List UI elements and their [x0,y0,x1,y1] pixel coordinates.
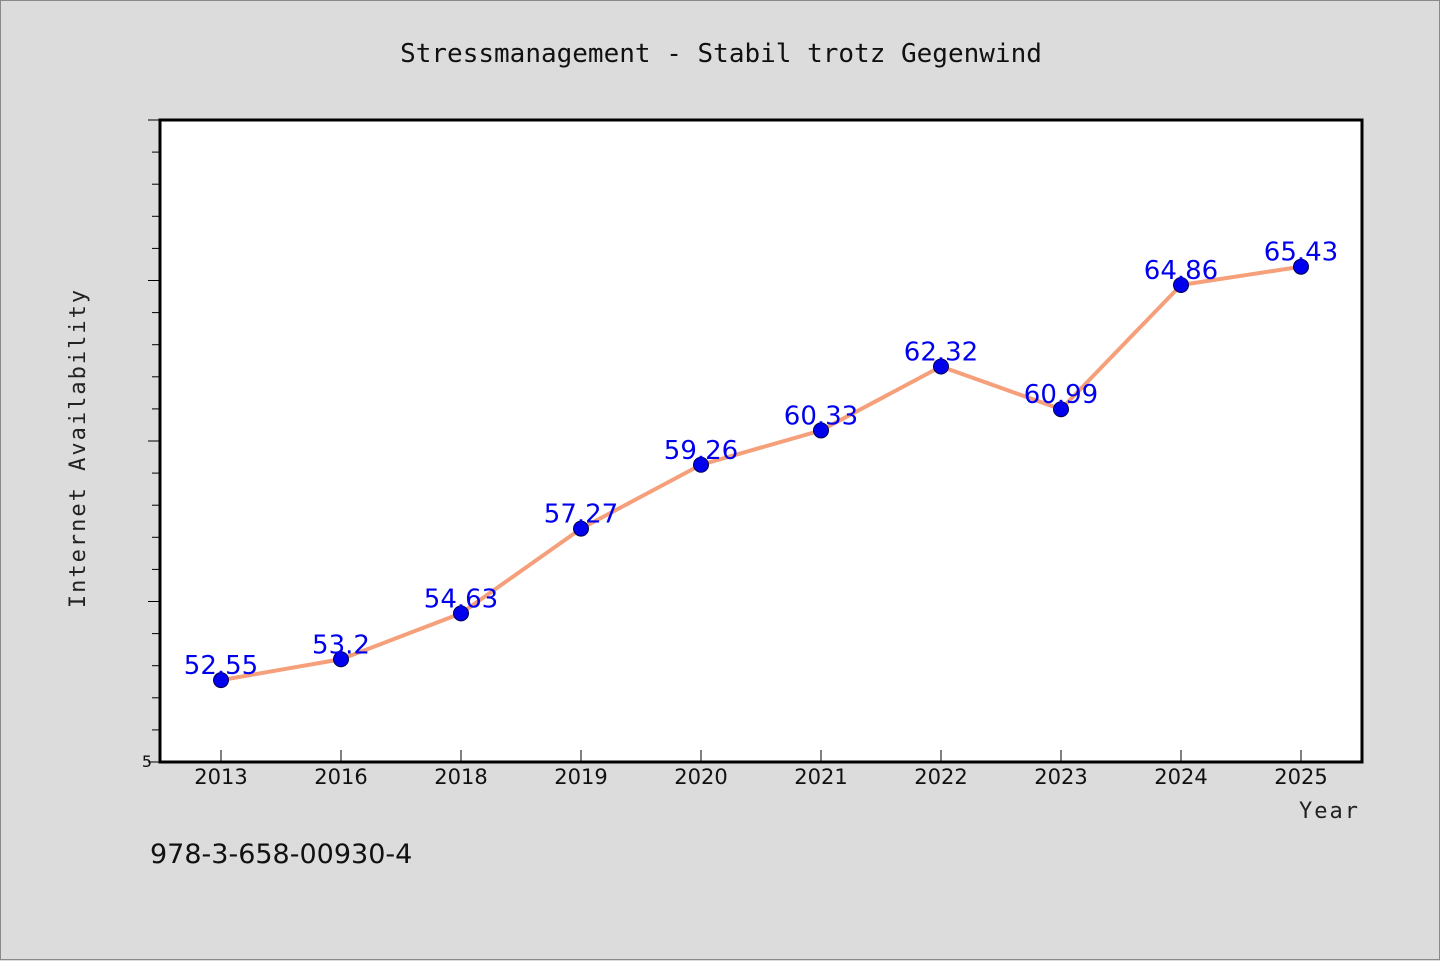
data-point [933,358,949,375]
data-label: 57.27 [544,500,618,530]
data-label: 62.32 [904,338,978,368]
data-label: 65.43 [1264,238,1338,268]
data-point [1293,258,1309,275]
x-tick-label: 2023 [1034,765,1087,789]
y-axis-ticks [148,119,160,763]
data-label: 60.99 [1024,380,1098,410]
x-axis-ticks [220,750,1302,762]
x-tick-label: 2022 [914,765,967,789]
data-point [813,422,829,439]
x-tick-label: 2019 [554,765,607,789]
data-labels: 52.55 53.2 54.63 57.27 59.26 60.33 62.32 60.99 6… [184,238,1338,681]
x-tick-label: 2016 [314,765,367,789]
x-axis-tick-labels: 2013 2016 2018 2019 2020 2021 2022 2023 2024 2025 [194,765,1327,789]
data-label: 53.2 [312,630,370,660]
x-tick-label: 2024 [1154,765,1207,789]
plot-area [158,118,1364,764]
x-tick-label: 2018 [434,765,487,789]
y-axis-tick-labels: 5 [142,752,152,771]
chart-title: Stressmanagement - Stabil trotz Gegenwin… [400,39,1042,69]
data-label: 52.55 [184,651,258,681]
x-tick-label: 2013 [194,765,247,789]
data-point [1173,276,1189,293]
x-tick-label: 2020 [674,765,727,789]
data-point [333,651,349,668]
series-line [219,264,1303,683]
data-label: 54.63 [424,584,498,614]
data-point [213,672,229,689]
data-point [453,605,469,622]
data-label: 59.26 [664,436,738,466]
x-axis-title: Year [1299,799,1360,824]
x-tick-label: 2021 [794,765,847,789]
series-layer [213,258,1309,689]
data-point [1053,401,1069,418]
isbn-footer: 978-3-658-00930-4 [150,839,412,870]
x-tick-label: 2025 [1274,765,1327,789]
data-label: 60.33 [784,401,858,431]
data-point [573,520,589,537]
y-tick-label: 5 [142,752,152,771]
y-axis-title: Internet Availability [66,288,91,608]
data-label: 64.86 [1144,256,1218,286]
data-point [693,456,709,473]
